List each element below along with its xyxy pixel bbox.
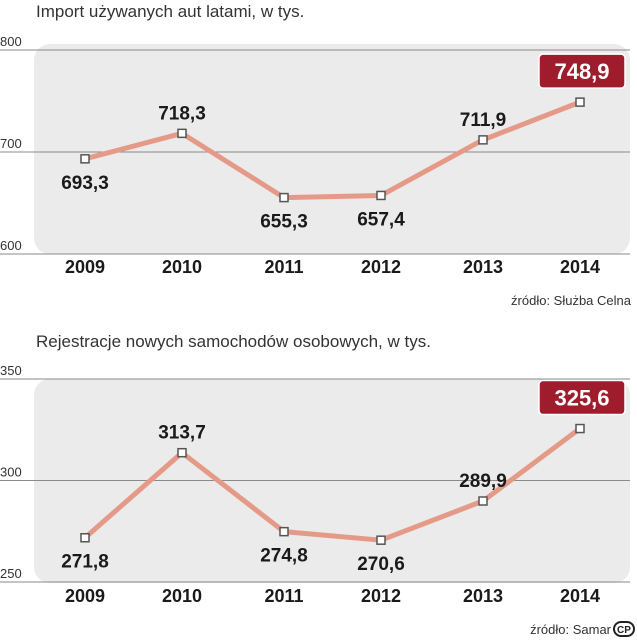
chart-import: Import używanych aut latami, w tys. 600 7… [0,2,631,308]
chart-registrations: Rejestracje nowych samochodów osobowych,… [0,320,637,640]
y-tick-label: 700 [0,136,22,151]
data-label: 313,7 [158,423,206,444]
y-tick-label: 800 [0,34,22,49]
series-line [82,426,583,543]
data-point [80,532,90,543]
data-label: 325,6 [554,386,609,411]
data-point [376,535,386,545]
y-tick-label: 350 [0,363,22,378]
data-label: 718,3 [158,103,206,124]
chart-plot: 600 700 800 2009 2010 2011 2012 2013 2014 693,3 71… [0,34,630,277]
x-tick-label: 2013 [463,257,503,277]
x-tick-label: 2011 [264,586,303,606]
data-point [80,154,90,164]
chart-source: źródło: Samar [530,622,611,637]
x-tick-label: 2009 [65,257,105,277]
x-tick-label: 2010 [162,586,202,606]
data-label: 748,9 [554,59,609,84]
data-point [177,128,187,139]
chart-plot: 250 300 350 2009 2010 2011 2012 2013 2014 271,8 31… [0,363,630,606]
data-label: 271,8 [61,552,109,573]
data-point [478,135,488,145]
highlight-badge [538,379,626,416]
data-point [478,496,488,506]
cp-logo-icon: CP [613,621,635,637]
x-tick-label: 2012 [361,257,401,277]
x-tick-label: 2013 [463,586,503,606]
data-point [177,447,187,458]
x-tick-label: 2009 [65,586,105,606]
chart-title: Import używanych aut latami, w tys. [36,2,305,21]
data-label: 274,8 [260,546,308,567]
x-tick-label: 2014 [560,586,600,606]
data-point [575,97,585,107]
data-label: 693,3 [61,173,109,194]
y-tick-label: 250 [0,566,22,581]
y-tick-label: 300 [0,465,22,480]
data-label: 655,3 [260,212,308,233]
x-tick-label: 2010 [162,257,202,277]
data-label: 657,4 [357,209,405,230]
x-tick-label: 2012 [361,586,401,606]
data-label: 270,6 [357,554,405,575]
x-tick-label: 2014 [560,257,600,277]
x-tick-label: 2011 [264,257,303,277]
y-tick-label: 600 [0,238,22,253]
data-label: 289,9 [459,471,507,492]
data-point [279,526,289,537]
highlight-badge [538,53,626,89]
chart-source: źródło: Służba Celna [511,293,631,308]
series-line [82,99,583,201]
data-point [376,190,386,201]
data-point [575,423,585,434]
data-point [279,192,289,203]
data-label: 711,9 [460,110,507,131]
chart-title: Rejestracje nowych samochodów osobowych,… [36,332,431,351]
plot-background [34,44,630,254]
